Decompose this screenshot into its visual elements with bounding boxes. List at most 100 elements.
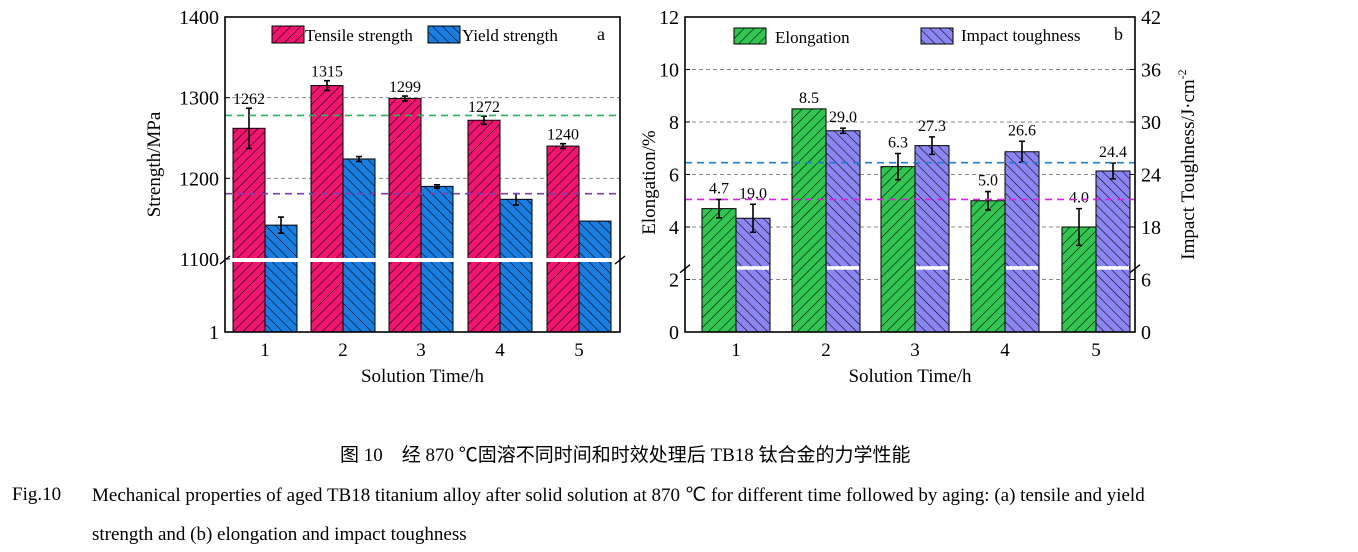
error-bar — [278, 216, 284, 234]
legend-label-yield: Yield strength — [462, 26, 558, 45]
data-label: 26.6 — [1008, 122, 1036, 139]
axis-break-band — [737, 266, 769, 270]
y-tick-label: 2 — [669, 270, 679, 292]
bar-impact-toughness — [1095, 170, 1131, 333]
axis-break-band — [1097, 266, 1129, 270]
y-tick-label-right: 42 — [1141, 7, 1161, 29]
axis-break-marks — [679, 264, 1141, 274]
x-tick-label: 3 — [910, 340, 920, 361]
y-tick-label: 1 — [209, 322, 219, 344]
bar-tensile-strength — [388, 97, 422, 333]
bar-impact-toughness — [914, 145, 950, 333]
axis-break-marks — [219, 255, 626, 265]
data-label: 29.0 — [829, 109, 857, 126]
bar-elongation — [791, 108, 827, 333]
legend-swatch-impact — [920, 27, 954, 45]
data-label: 6.3 — [888, 135, 908, 152]
error-bar — [929, 136, 935, 156]
axis-break-band — [916, 266, 948, 270]
error-bar — [402, 95, 408, 102]
bar-tensile-strength — [232, 127, 266, 333]
error-bar — [481, 115, 487, 126]
panel-label: a — [597, 24, 605, 44]
y-tick-label: 1100 — [180, 249, 219, 271]
legend-label-impact: Impact toughness — [961, 26, 1080, 45]
y-tick-label: 1300 — [179, 88, 219, 110]
error-bar — [895, 152, 901, 181]
y-tick-label-right: 18 — [1141, 217, 1161, 239]
x-tick-label: 2 — [821, 340, 831, 361]
y-tick-label: 12 — [659, 7, 679, 29]
plot-frame — [224, 16, 621, 333]
x-tick-label: 1 — [731, 340, 741, 361]
y-tick-label-right: 6 — [1141, 270, 1151, 292]
error-bar — [434, 183, 440, 189]
bar-yield-strength — [342, 158, 376, 333]
x-tick-label: 5 — [1091, 340, 1101, 361]
y-tick-label: 1200 — [179, 168, 219, 190]
y-tick-label: 10 — [659, 60, 679, 82]
data-label: 1272 — [468, 99, 500, 116]
bar-yield-strength — [499, 198, 533, 333]
error-bar — [985, 190, 991, 211]
y-tick-label: 4 — [669, 217, 679, 239]
x-tick-label: 3 — [416, 340, 426, 361]
data-label: 8.5 — [799, 90, 819, 107]
x-tick-label: 2 — [338, 340, 348, 361]
bar-tensile-strength — [310, 85, 344, 333]
x-axis-label: Solution Time/h — [848, 366, 972, 387]
bar-yield-strength — [264, 224, 298, 333]
legend-swatch-tensile — [271, 25, 305, 44]
data-label: 4.0 — [1069, 190, 1089, 207]
panel-label: b — [1114, 24, 1123, 44]
caption-english-line1: Mechanical properties of aged TB18 titan… — [92, 485, 1145, 506]
data-label: 1262 — [233, 91, 265, 108]
y-tick-label: 8 — [669, 112, 679, 134]
caption-english-line2: strength and (b) elongation and impact t… — [92, 524, 467, 545]
y-tick-label-right: 24 — [1141, 165, 1161, 187]
error-bar — [560, 142, 566, 150]
data-label: 19.0 — [739, 185, 767, 202]
legend-swatch-yield — [427, 25, 461, 44]
bar-elongation — [880, 166, 916, 333]
axis-break-band — [1006, 266, 1038, 270]
error-bar — [1076, 207, 1082, 247]
y-tick-label: 1400 — [179, 7, 219, 29]
y-axis-label-right: Impact Toughness/J·cm-2 — [1175, 69, 1199, 259]
bar-yield-strength — [578, 220, 612, 333]
error-bar — [324, 79, 330, 92]
x-axis-label: Solution Time/h — [361, 366, 485, 387]
bar-elongation — [701, 208, 737, 333]
data-label: 1299 — [389, 79, 421, 96]
axis-break-band — [226, 258, 619, 262]
axis-break-band — [827, 266, 859, 270]
x-tick-label: 1 — [260, 340, 270, 361]
legend-label-tensile: Tensile strength — [305, 26, 413, 45]
bar-impact-toughness — [735, 217, 771, 333]
y-tick-label-right: 36 — [1141, 60, 1161, 82]
bar-impact-toughness — [1004, 151, 1040, 333]
data-label: 5.0 — [978, 173, 998, 190]
data-label: 1315 — [311, 64, 343, 81]
caption-figure-label: Fig.10 — [12, 484, 62, 505]
error-bar — [356, 155, 362, 163]
x-tick-label: 4 — [495, 340, 505, 361]
x-tick-label: 5 — [574, 340, 584, 361]
data-label: 1240 — [547, 127, 579, 144]
data-label: 24.4 — [1099, 144, 1127, 161]
legend-label-elongation: Elongation — [775, 28, 850, 47]
error-bar — [750, 203, 756, 234]
bar-elongation — [970, 200, 1006, 333]
bar-impact-toughness — [825, 130, 861, 333]
data-label: 27.3 — [918, 118, 946, 135]
y-tick-label-right: 30 — [1141, 112, 1161, 134]
y-tick-label: 6 — [669, 165, 679, 187]
y-tick-label: 0 — [669, 322, 679, 344]
error-bar — [840, 127, 846, 135]
x-tick-label: 4 — [1000, 340, 1010, 361]
bar-tensile-strength — [467, 119, 501, 333]
legend-swatch-elongation — [733, 27, 767, 45]
y-tick-label-right: 0 — [1141, 322, 1151, 344]
caption-chinese: 图 10 经 870 ℃固溶不同时间和时效处理后 TB18 钛合金的力学性能 — [340, 445, 911, 466]
data-label: 4.7 — [709, 180, 729, 197]
